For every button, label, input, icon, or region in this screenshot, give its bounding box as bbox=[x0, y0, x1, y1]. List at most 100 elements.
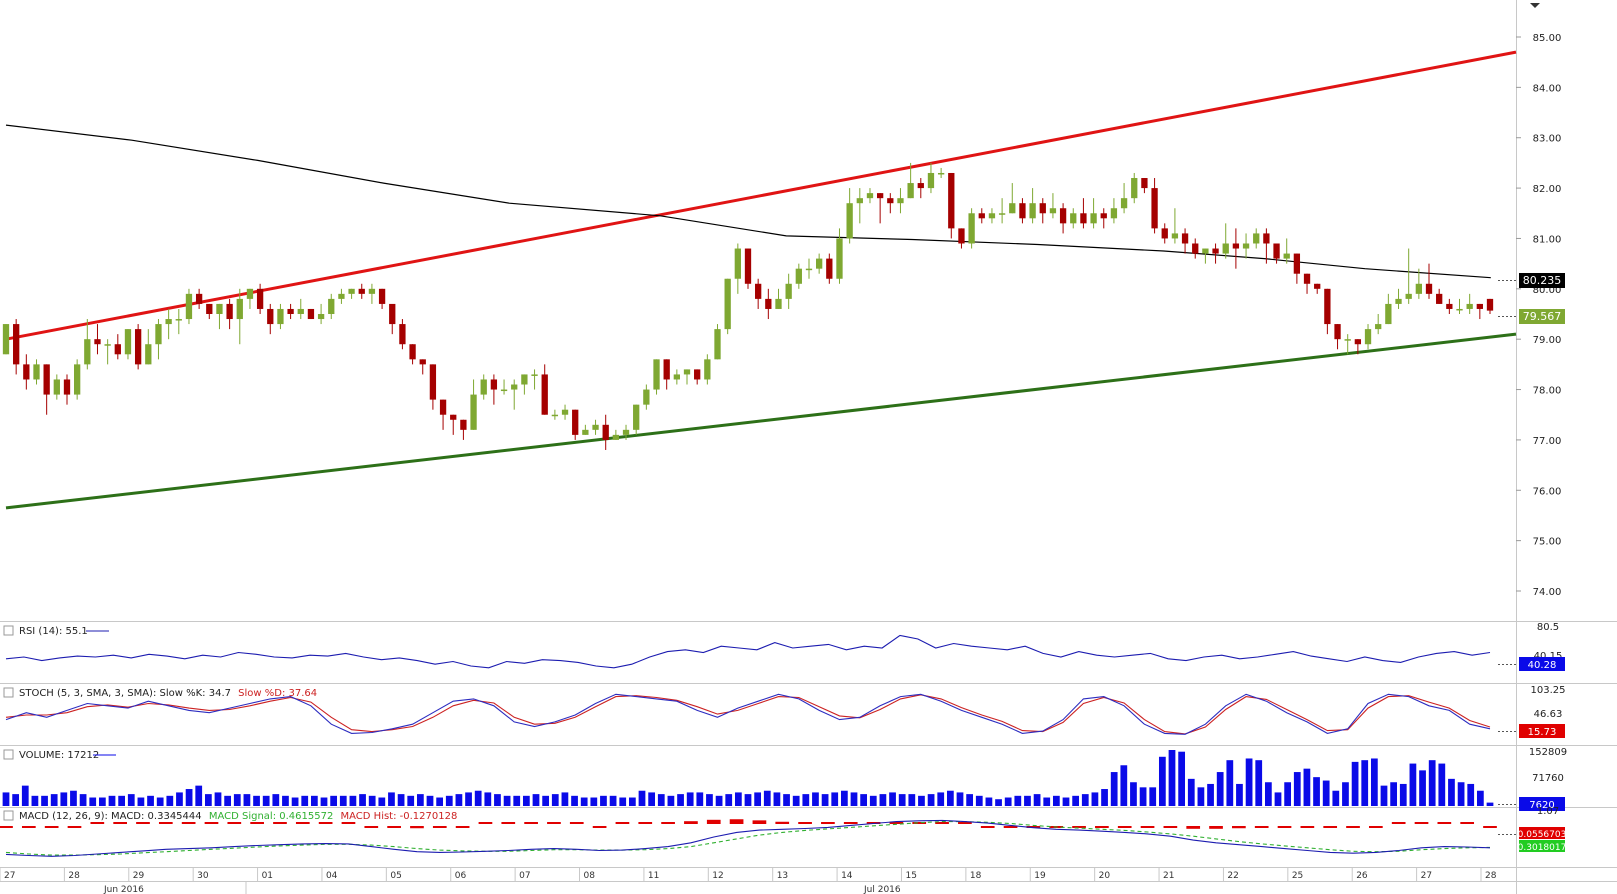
candle-body bbox=[958, 228, 965, 244]
support-trendline[interactable] bbox=[5, 332, 1517, 510]
candle-body bbox=[531, 374, 538, 376]
candle bbox=[267, 303, 274, 335]
candle bbox=[653, 359, 660, 395]
candle bbox=[907, 162, 914, 199]
volume-bar bbox=[31, 795, 39, 806]
volume-bar bbox=[166, 795, 174, 806]
macd-hist-bar bbox=[295, 822, 310, 824]
price-tick-label: 81.00 bbox=[1533, 234, 1562, 245]
volume-bar bbox=[1101, 789, 1108, 806]
macd-hist-bar bbox=[1095, 826, 1109, 828]
volume-bar bbox=[754, 792, 762, 806]
rsi-panel bbox=[5, 634, 1491, 669]
volume-bar bbox=[966, 794, 974, 806]
candle-body bbox=[236, 298, 243, 320]
macd-axis-top: 1.07 bbox=[1537, 806, 1559, 817]
volume-bar bbox=[272, 794, 280, 806]
candle bbox=[1120, 183, 1128, 214]
day-label: 11 bbox=[648, 871, 659, 881]
candle-body bbox=[84, 339, 91, 365]
candle-body bbox=[744, 248, 752, 284]
volume-bar bbox=[1158, 756, 1166, 806]
rsi-collapse-icon[interactable] bbox=[3, 625, 14, 636]
macd-hist-bar bbox=[1414, 822, 1429, 824]
candle bbox=[145, 329, 152, 365]
candle-body bbox=[815, 258, 823, 269]
volume-bar bbox=[609, 795, 617, 806]
volume-bar bbox=[1168, 750, 1176, 806]
candle bbox=[1049, 193, 1057, 219]
volume-bar bbox=[1110, 772, 1118, 806]
candle bbox=[307, 308, 315, 320]
macd-hist-bar bbox=[1163, 826, 1178, 828]
candle bbox=[988, 208, 996, 224]
macd-hist-bar bbox=[478, 822, 493, 824]
candle bbox=[755, 278, 762, 309]
candle bbox=[622, 424, 630, 440]
candle-body bbox=[206, 303, 213, 314]
candle-body bbox=[175, 319, 182, 321]
volume-header: VOLUME: 17212 152809 71760 7620 bbox=[3, 747, 1567, 811]
candle bbox=[1385, 293, 1392, 325]
candle bbox=[1019, 198, 1026, 224]
candle-body bbox=[948, 172, 955, 229]
candle-body bbox=[1436, 293, 1443, 304]
candle bbox=[104, 339, 111, 365]
candle bbox=[114, 334, 121, 360]
candle bbox=[663, 359, 670, 390]
candle-body bbox=[1110, 208, 1118, 219]
macd-value-box-red: 0.0556703 bbox=[1518, 830, 1567, 840]
price-tick-label: 83.00 bbox=[1533, 134, 1562, 145]
candle bbox=[195, 288, 203, 309]
candle-body bbox=[246, 288, 254, 299]
macd-panel bbox=[0, 819, 1497, 857]
volume-bar bbox=[628, 797, 636, 806]
candle bbox=[256, 283, 264, 314]
day-label: 27 bbox=[4, 871, 15, 881]
day-label: 14 bbox=[841, 871, 853, 881]
stoch-collapse-icon[interactable] bbox=[3, 687, 14, 698]
candle bbox=[450, 414, 457, 435]
macd-hist-bar bbox=[912, 822, 927, 824]
candle bbox=[297, 298, 304, 320]
price-tick-label: 82.00 bbox=[1533, 184, 1562, 195]
candle-body bbox=[348, 288, 355, 294]
candle-body bbox=[795, 268, 802, 284]
macd-hist-bar bbox=[980, 826, 995, 828]
candle-body bbox=[582, 429, 589, 435]
candle-body bbox=[887, 198, 894, 204]
dropdown-arrow-icon[interactable] bbox=[1530, 3, 1540, 8]
volume-bar bbox=[282, 795, 289, 806]
volume-bar bbox=[1081, 794, 1089, 806]
candle bbox=[1303, 273, 1311, 294]
candle-body bbox=[287, 308, 294, 314]
volume-bar bbox=[118, 795, 126, 806]
macd-hist-bar bbox=[227, 822, 242, 824]
volume-bar bbox=[1033, 794, 1041, 806]
macd-collapse-icon[interactable] bbox=[3, 810, 14, 821]
macd-hist-bar bbox=[501, 822, 516, 824]
candle-body bbox=[450, 414, 457, 420]
volume-bar bbox=[792, 795, 800, 806]
volume-bar bbox=[378, 797, 386, 806]
candle bbox=[633, 404, 640, 435]
macd-hist-bar bbox=[889, 822, 904, 824]
volume-bar bbox=[12, 794, 20, 806]
price-tick-label: 79.00 bbox=[1533, 335, 1562, 346]
macd-hist-bar bbox=[250, 822, 264, 824]
candle bbox=[643, 384, 650, 410]
candle bbox=[1171, 208, 1179, 244]
macd-label-hist: MACD Hist: -0.1270128 bbox=[341, 811, 458, 822]
day-label: 06 bbox=[455, 871, 467, 881]
candle-body bbox=[1090, 213, 1097, 224]
volume-collapse-icon[interactable] bbox=[3, 749, 14, 760]
volume-bar bbox=[407, 795, 415, 806]
candle-body bbox=[876, 193, 884, 199]
candles bbox=[2, 162, 1494, 450]
candle bbox=[84, 319, 91, 370]
rsi-value-box: 40.28 bbox=[1528, 660, 1557, 671]
candle bbox=[1212, 243, 1219, 264]
candle-body bbox=[805, 268, 813, 271]
candle-body bbox=[399, 324, 406, 345]
candle-body bbox=[500, 389, 508, 392]
